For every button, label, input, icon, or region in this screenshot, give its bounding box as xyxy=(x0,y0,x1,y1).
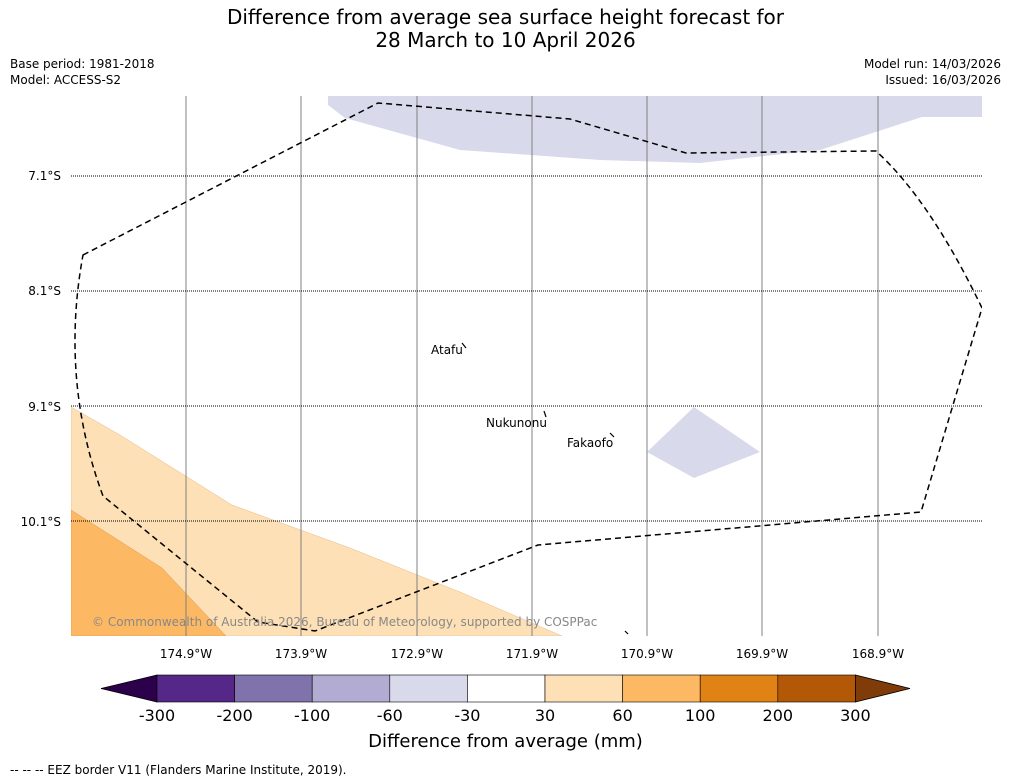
map-title: Difference from average sea surface heig… xyxy=(0,6,1011,52)
meridian-lines xyxy=(185,96,879,636)
lat-label-9-1: 9.1°S xyxy=(28,400,61,414)
colorbar-segment xyxy=(777,674,856,703)
atafu-island xyxy=(461,342,467,349)
model-run: Model run: 14/03/2026 xyxy=(863,57,1001,71)
colorbar-tick-label: -30 xyxy=(454,706,481,725)
colorbar-segment xyxy=(544,674,623,703)
colorbar-label: Difference from average (mm) xyxy=(368,731,643,752)
title-line-2: 28 March to 10 April 2026 xyxy=(375,28,636,52)
island-shapes xyxy=(461,342,629,635)
anomaly-region-30-60 xyxy=(71,406,563,636)
model-name: Model: ACCESS-S2 xyxy=(10,73,122,87)
colorbar-tick-label: -300 xyxy=(138,706,176,725)
colorbar-segment xyxy=(311,674,391,703)
lat-label-7-1: 7.1°S xyxy=(28,169,61,183)
colorbar xyxy=(100,674,911,703)
lat-label-10-1: 10.1°S xyxy=(20,515,61,529)
colorbar-tick-label: 100 xyxy=(684,706,716,725)
colorbar-segment xyxy=(389,674,468,703)
colorbar-segment xyxy=(467,674,546,703)
colorbar-tick-label: 200 xyxy=(762,706,794,725)
colorbar-extend-high xyxy=(855,674,911,703)
lon-label-171-9: 171.9°W xyxy=(505,647,559,661)
lon-label-173-9: 173.9°W xyxy=(274,647,328,661)
colorbar-tick-label: 30 xyxy=(534,706,556,725)
lon-label-169-9: 169.9°W xyxy=(735,647,789,661)
map-area xyxy=(71,96,982,636)
colorbar-tick-label: -60 xyxy=(376,706,403,725)
swains-island xyxy=(624,630,629,635)
colorbar-tick-label: 300 xyxy=(840,706,871,725)
colorbar-segment xyxy=(699,674,779,703)
anomaly-region-neg30-60-diamond xyxy=(647,407,760,478)
base-period: Base period: 1981-2018 xyxy=(10,57,155,71)
colorbar-tick-label: -100 xyxy=(294,706,331,725)
lon-label-172-9: 172.9°W xyxy=(390,647,444,661)
parallel-lines xyxy=(71,175,982,522)
island-label-nukunonu: Nukunonu xyxy=(486,416,547,430)
copyright-notice: © Commonwealth of Australia 2026, Bureau… xyxy=(92,615,598,629)
lat-label-8-1: 8.1°S xyxy=(28,284,61,298)
eez-legend-note: -- -- -- EEZ border V11 (Flanders Marine… xyxy=(10,763,347,777)
fakaofo-island xyxy=(609,432,615,438)
colorbar-tick-label: -200 xyxy=(216,706,253,725)
anomaly-region-neg30-60-top xyxy=(328,96,982,163)
island-label-fakaofo: Fakaofo xyxy=(567,436,614,450)
colorbar-segment xyxy=(234,674,313,703)
lon-label-168-9: 168.9°W xyxy=(851,647,905,661)
colorbar-extend-low xyxy=(100,674,158,703)
meta-left: Base period: 1981-2018 Model: ACCESS-S2 xyxy=(10,56,155,88)
island-label-atafu: Atafu xyxy=(431,343,463,357)
meta-right: Model run: 14/03/2026 Issued: 16/03/2026 xyxy=(864,56,1001,88)
colorbar-segment xyxy=(156,674,235,703)
title-line-1: Difference from average sea surface heig… xyxy=(226,5,785,29)
colorbar-tick-label: 60 xyxy=(612,706,633,725)
lon-label-174-9: 174.9°W xyxy=(159,647,213,661)
issued-date: Issued: 16/03/2026 xyxy=(885,73,1001,87)
eez-border xyxy=(74,102,982,632)
anomaly-region-60-100 xyxy=(71,509,227,636)
nukunonu-island xyxy=(543,410,547,418)
colorbar-segment xyxy=(622,674,701,703)
lon-label-170-9: 170.9°W xyxy=(620,647,674,661)
